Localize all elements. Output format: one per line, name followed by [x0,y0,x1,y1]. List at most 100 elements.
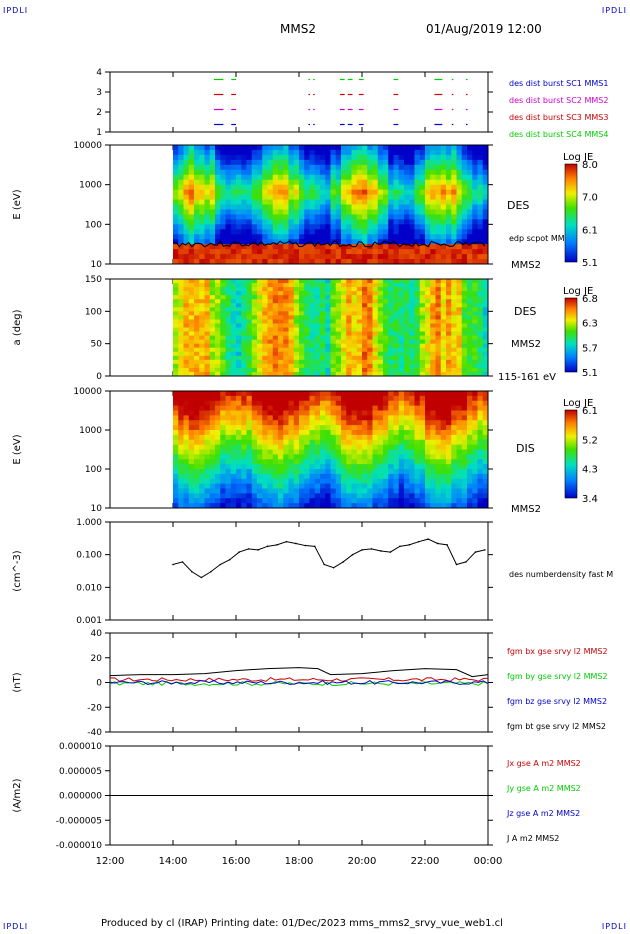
des-pitch-panel-cell [293,339,300,345]
dis-energy-panel-cell [246,415,253,421]
density-panel-tick-label: 0.001 [76,616,102,626]
des-pitch-panel-cell [293,303,300,308]
des-energy-panel-cell [309,164,316,171]
des-pitch-panel-cell [267,287,274,292]
des-pitch-panel-cell [414,295,421,300]
des-pitch-panel-cell [173,291,179,296]
dis-energy-panel-cell [251,459,258,465]
des-energy-panel-cell [409,224,415,230]
des-energy-panel-cell [183,254,190,260]
dis-energy-panel-cell [372,488,379,494]
des-energy-panel-cell [288,194,295,201]
des-pitch-panel-cell [257,339,263,345]
des-energy-panel-cell [320,209,326,215]
des-pitch-panel-cell [220,359,226,365]
dis-energy-panel-cell [241,493,247,499]
dis-energy-panel-cell [272,405,279,411]
des-energy-panel-cell [451,259,457,265]
dis-energy-panel-cell [283,464,289,470]
des-energy-panel-cell [215,164,221,171]
dis-energy-panel-cell [341,420,347,426]
dis-energy-panel-cell [451,454,457,460]
dis-energy-panel-cell [330,430,337,436]
des-pitch-panel-cell [451,343,457,349]
dis-energy-panel-cell [293,473,300,480]
des-pitch-panel-cell [446,279,452,284]
des-energy-panel-cell [383,189,389,196]
des-pitch-panel-cell [188,295,195,300]
des-energy-panel-cell [388,184,394,191]
dis-energy-panel-cell [288,415,295,421]
des-energy-panel-cell [262,149,268,156]
des-pitch-panel-cell [398,315,405,320]
dis-energy-panel-cell [477,464,484,470]
dis-energy-panel-cell [215,488,221,494]
des-energy-panel-cell [178,194,184,201]
des-energy-panel-cell [482,154,489,161]
des-pitch-panel-cell [215,355,221,361]
dis-energy-panel-cell [346,391,352,397]
dis-energy-panel-cell [440,420,447,426]
des-energy-panel-cell [351,169,358,176]
dis-energy-panel-cell [477,425,484,431]
dis-energy-panel-cell [482,444,489,450]
dis-energy-panel-cell [188,444,195,450]
des-energy-panel-cell [236,199,242,205]
dis-energy-panel-cell [477,488,484,494]
dis-energy-panel-cell [404,439,410,446]
des-pitch-panel-cell [299,303,305,308]
des-energy-panel-cell [209,154,216,161]
des-pitch-panel-cell [362,371,368,377]
des-energy-colorbar-title: Log JE [563,152,593,163]
des-energy-panel-cell [257,204,263,210]
des-pitch-panel-cell [398,299,405,304]
dis-energy-panel-cell [335,434,342,441]
dis-energy-panel-cell [362,503,368,509]
dis-energy-panel-cell [356,405,363,411]
des-pitch-panel-cell [173,331,179,337]
dis-energy-panel-cell [409,395,415,402]
des-energy-panel-cell [278,164,284,171]
des-pitch-panel-cell [472,367,478,373]
dis-energy-panel-cell [246,473,253,480]
des-energy-panel-cell [293,145,300,151]
des-pitch-panel-cell [209,327,216,333]
des-energy-panel-cell [451,174,457,181]
des-energy-panel-cell [309,184,316,191]
des-pitch-panel-cell [246,359,253,365]
dis-energy-panel-cell [477,420,484,426]
des-energy-panel-cell [288,149,295,156]
des-energy-panel-cell [293,209,300,215]
des-energy-panel-cell [367,224,373,230]
des-energy-panel-cell [288,229,295,235]
des-energy-panel-cell [461,249,468,255]
des-energy-panel-cell [341,249,347,255]
des-energy-panel-cell [251,219,258,225]
dis-energy-panel-cell [446,420,452,426]
des-energy-panel-cell [267,219,274,225]
dis-energy-panel-cell [299,434,305,441]
des-energy-panel-cell [325,244,331,250]
des-energy-panel-cell [251,184,258,191]
dis-energy-panel-cell [225,434,232,441]
des-energy-panel-cell [278,169,284,176]
des-pitch-panel-cell [440,307,447,312]
dis-energy-panel-cell [236,459,242,465]
des-energy-panel-cell [346,179,352,186]
dis-energy-panel-cell [467,430,473,436]
dis-energy-panel-cell [451,425,457,431]
des-energy-panel-cell [304,229,310,235]
des-pitch-panel-cell [230,279,237,284]
des-energy-panel-cell [309,234,316,240]
des-pitch-panel-cell [309,319,316,324]
des-pitch-panel-cell [188,299,195,304]
dis-energy-panel-cell [351,464,358,470]
des-energy-panel-cell [472,145,478,151]
des-energy-panel-cell [215,154,221,161]
des-pitch-panel-cell [246,299,253,304]
des-pitch-panel-cell [199,319,205,324]
des-pitch-panel-cell [472,331,478,337]
des-pitch-panel-cell [482,279,489,284]
des-energy-panel-cell [372,174,379,181]
dis-energy-panel-cell [467,483,473,489]
